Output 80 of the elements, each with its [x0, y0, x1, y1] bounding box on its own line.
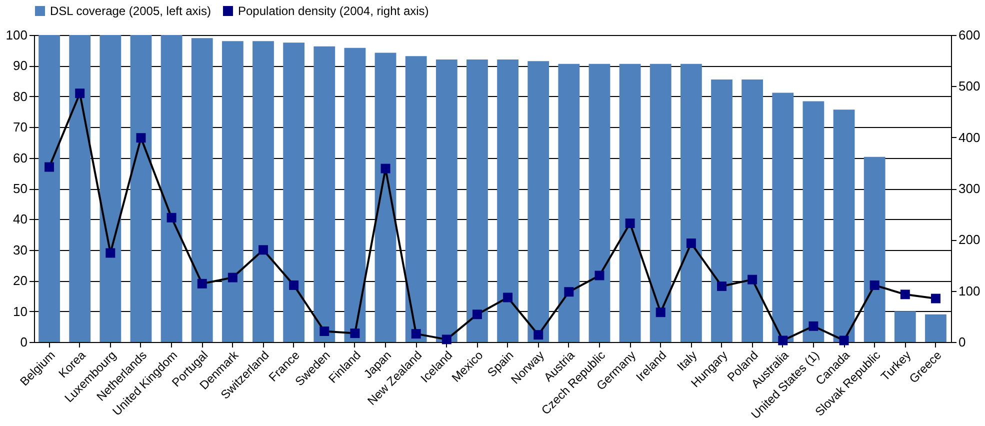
bar [252, 41, 274, 342]
point [228, 272, 238, 282]
y2-tick-label: 200 [958, 232, 980, 248]
point [258, 245, 268, 255]
bar [314, 46, 336, 342]
point [411, 329, 421, 339]
y2-tick-label: 300 [958, 181, 980, 196]
y2-tick-label: 500 [958, 78, 980, 94]
y2-tick-label: 0 [958, 334, 966, 350]
bar [528, 61, 550, 342]
bar [711, 80, 732, 342]
y-tick-label: 0 [20, 334, 28, 350]
bar [160, 35, 182, 342]
bar [38, 35, 60, 342]
point [472, 310, 482, 320]
y2-tick-label: 600 [958, 28, 980, 42]
y-tick-label: 90 [13, 58, 28, 74]
y-tick-label: 80 [13, 88, 28, 104]
point [594, 270, 604, 280]
point [839, 336, 849, 346]
legend-label: DSL coverage (2005, left axis) [50, 4, 211, 18]
bar [680, 64, 702, 342]
bar [222, 41, 244, 342]
y-tick-label: 70 [13, 120, 28, 135]
point [534, 330, 544, 340]
legend-label: Population density (2004, right axis) [238, 4, 429, 18]
point [656, 308, 666, 318]
y-tick-label: 20 [13, 273, 28, 288]
bar [100, 35, 122, 342]
bar [650, 64, 672, 342]
point [166, 212, 176, 222]
point [75, 88, 85, 98]
point [380, 164, 390, 174]
point [350, 328, 360, 338]
point [778, 336, 788, 346]
point [136, 133, 146, 143]
bar [344, 48, 366, 342]
point [44, 162, 54, 172]
y2-tick-label: 100 [958, 283, 980, 298]
bar [588, 64, 610, 342]
point [106, 248, 116, 258]
bar [191, 38, 213, 342]
bar [130, 35, 152, 342]
bar [894, 311, 916, 342]
point [748, 274, 758, 284]
point [442, 334, 452, 344]
bar [833, 110, 855, 342]
y-tick-label: 10 [13, 304, 28, 319]
point [900, 290, 910, 300]
point [808, 321, 818, 331]
point [289, 280, 299, 290]
point [564, 287, 574, 297]
bar [69, 35, 91, 342]
point [625, 218, 635, 228]
bar [436, 60, 458, 342]
bar [558, 64, 580, 342]
bar [374, 52, 396, 342]
point [686, 238, 696, 248]
y-tick-label: 30 [13, 242, 28, 258]
bar [802, 101, 824, 342]
y2-tick-label: 400 [958, 130, 980, 145]
y-tick-label: 60 [13, 150, 28, 166]
bar [619, 64, 641, 342]
point [870, 280, 880, 290]
bar [466, 60, 488, 342]
y-tick-label: 100 [6, 28, 28, 42]
bar [405, 56, 427, 342]
bar [742, 80, 764, 342]
bar [283, 42, 305, 342]
y-tick-label: 50 [13, 181, 28, 196]
point [503, 292, 513, 302]
point [717, 281, 726, 291]
bar [772, 92, 794, 342]
point [197, 278, 207, 288]
point [930, 294, 940, 304]
bar [925, 314, 946, 342]
bar [497, 60, 518, 342]
bar [864, 156, 886, 342]
y-tick-label: 40 [13, 212, 28, 227]
point [320, 326, 330, 336]
